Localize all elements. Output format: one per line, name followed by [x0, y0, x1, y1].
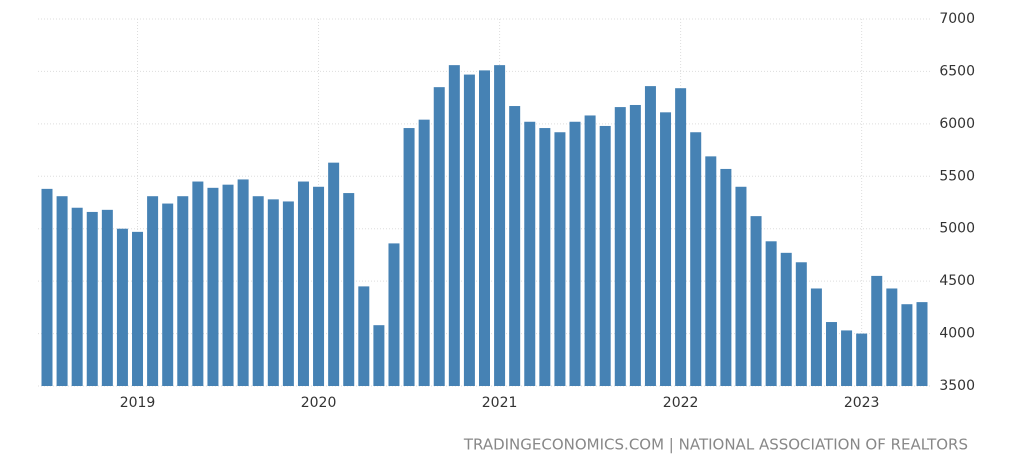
y-tick-label: 4500: [939, 273, 975, 289]
bar: [841, 330, 853, 386]
bar: [705, 156, 717, 386]
x-tick-label: 2023: [844, 395, 880, 411]
bar: [901, 304, 913, 386]
bar: [358, 286, 370, 386]
bar: [690, 132, 702, 386]
bar: [433, 87, 445, 387]
bar: [660, 112, 672, 386]
bar: [147, 196, 159, 386]
bar: [614, 107, 626, 386]
bar: [282, 201, 294, 386]
bar: [448, 65, 460, 386]
bar: [720, 168, 732, 386]
bar: [795, 262, 807, 386]
bar: [403, 128, 415, 386]
bar: [509, 106, 521, 386]
bar: [780, 252, 792, 386]
bar: [222, 184, 234, 386]
bar: [177, 196, 189, 386]
bar: [463, 74, 475, 387]
bar: [101, 209, 113, 386]
bar: [810, 288, 822, 386]
bar: [328, 162, 340, 386]
bar: [539, 128, 551, 386]
bar: [56, 196, 68, 386]
y-tick-label: 7000: [939, 11, 975, 27]
bar: [297, 181, 309, 386]
bar: [856, 333, 868, 386]
bar: [750, 216, 762, 386]
y-tick-label: 6500: [939, 63, 975, 79]
bar: [554, 132, 566, 386]
bar: [313, 186, 325, 386]
bar: [192, 181, 204, 386]
bar: [569, 121, 581, 386]
bar: [584, 115, 596, 387]
bar: [599, 125, 611, 386]
y-tick-label: 5500: [939, 168, 975, 184]
bar: [871, 275, 883, 386]
bar: [644, 86, 656, 386]
bar: [735, 186, 747, 386]
bar: [886, 288, 898, 386]
bar: [765, 241, 777, 386]
bar: [267, 199, 279, 386]
bar: [524, 121, 536, 386]
bar: [629, 104, 641, 387]
bar: [388, 243, 400, 386]
bar: [675, 88, 687, 386]
x-tick-label: 2022: [663, 395, 699, 411]
bar: [116, 228, 128, 386]
bar: [237, 179, 249, 386]
x-tick-label: 2019: [120, 395, 156, 411]
bar: [71, 207, 83, 386]
x-tick-label: 2020: [301, 395, 337, 411]
y-tick-label: 3500: [939, 378, 975, 394]
bar: [86, 211, 98, 386]
bar: [41, 188, 53, 386]
bar: [207, 187, 219, 386]
bar: [373, 325, 385, 386]
bar: [825, 322, 837, 386]
bar: [132, 231, 144, 386]
bar: [916, 302, 928, 386]
bar: [162, 203, 174, 386]
y-tick-label: 5000: [939, 221, 975, 237]
bar: [343, 193, 355, 386]
y-tick-label: 6000: [939, 116, 975, 132]
bar: [479, 70, 490, 386]
bar: [252, 196, 264, 386]
y-tick-label: 4000: [939, 326, 975, 342]
bar: [418, 119, 430, 387]
x-tick-label: 2021: [482, 395, 518, 411]
bar: [494, 65, 506, 386]
source: TRADINGECONOMICS.COM | NATIONAL ASSOCIAT…: [463, 436, 968, 454]
